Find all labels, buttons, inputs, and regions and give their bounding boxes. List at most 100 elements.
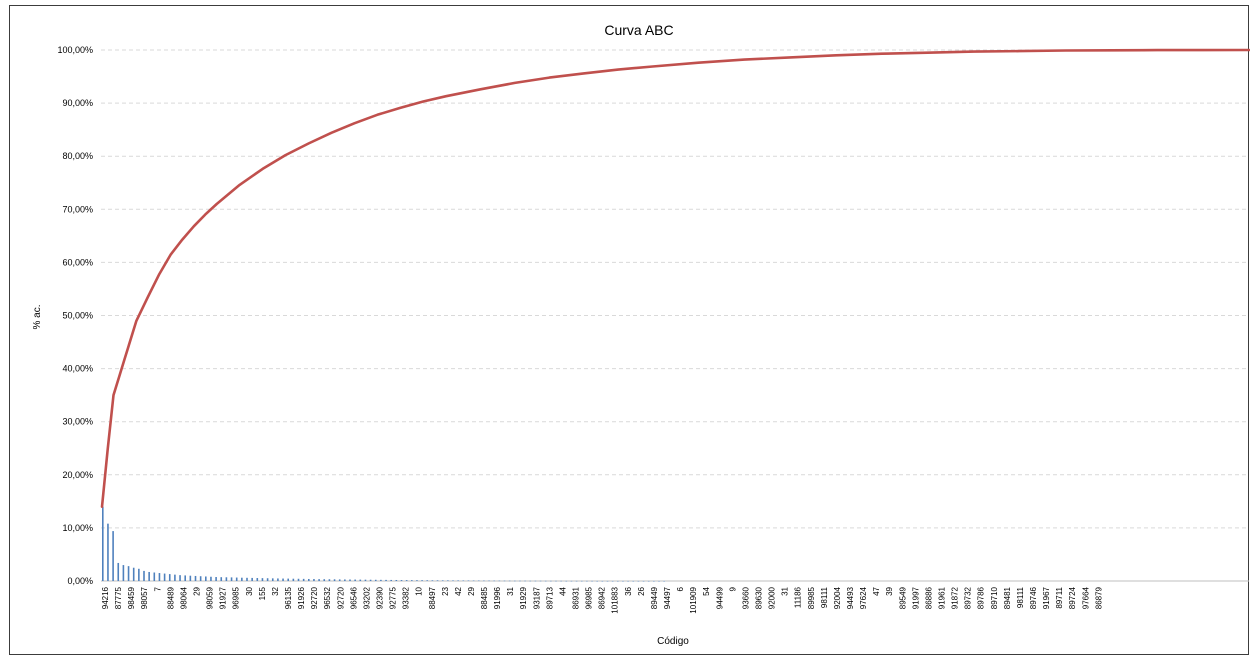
bar <box>503 580 506 582</box>
y-tick-label: 90,00% <box>62 98 93 108</box>
bar <box>235 577 238 581</box>
x-tick-label: 92390 <box>376 586 385 609</box>
bar <box>174 574 176 581</box>
x-tick-label: 92775 <box>389 586 398 609</box>
y-axis-title: % ac. <box>32 304 43 329</box>
bar <box>344 579 346 581</box>
bar <box>158 573 161 581</box>
bar <box>441 580 444 581</box>
bar <box>369 579 372 581</box>
bar <box>663 580 665 582</box>
x-tick-label: 93660 <box>741 586 750 609</box>
bar <box>658 580 660 582</box>
x-tick-label: 42 <box>454 586 463 595</box>
bar <box>390 579 392 581</box>
y-tick-label: 0,00% <box>67 576 93 586</box>
x-tick-label: 89449 <box>650 586 659 609</box>
bar <box>534 580 537 582</box>
x-tick-label: 98111 <box>1016 586 1025 608</box>
bar <box>261 578 264 581</box>
x-tick-label: 92000 <box>768 586 777 609</box>
y-tick-label: 100,00% <box>57 45 93 55</box>
bar <box>205 576 207 581</box>
bar <box>127 566 130 581</box>
x-tick-label: 89711 <box>1055 586 1064 608</box>
x-tick-label: 44 <box>559 586 568 595</box>
bar <box>472 580 475 582</box>
bar <box>271 578 274 581</box>
bar <box>508 580 511 582</box>
bar <box>277 578 279 581</box>
x-tick-label: 89713 <box>545 586 554 609</box>
x-tick-label: 93187 <box>532 586 541 609</box>
x-tick-label: 86886 <box>924 586 933 609</box>
bar <box>411 580 413 581</box>
cumulative-line-series <box>100 48 1250 509</box>
bar <box>297 578 300 581</box>
x-tick-label: 11186 <box>794 586 803 608</box>
bar <box>215 577 217 581</box>
x-tick-label: 9 <box>728 586 737 591</box>
bar <box>622 580 624 582</box>
x-tick-label: 89630 <box>755 586 764 609</box>
chart-frame: Curva ABC 0,00% 10,00% 20,00% 30,00% 40,00% 5… <box>9 5 1250 655</box>
x-tick-label: 26 <box>637 586 646 595</box>
bar <box>292 578 295 581</box>
x-tick-label: 98459 <box>127 586 136 609</box>
bar <box>153 572 156 581</box>
bar <box>313 579 315 581</box>
bar <box>266 578 269 581</box>
bar <box>416 580 418 581</box>
x-tick-label: 96985 <box>585 586 594 609</box>
bar <box>400 580 403 581</box>
bar <box>364 579 367 581</box>
bar <box>617 580 619 582</box>
bar <box>611 580 614 582</box>
bar <box>194 575 197 581</box>
bar <box>251 577 253 581</box>
x-tick-label: 94493 <box>846 586 855 609</box>
x-tick-label: 96985 <box>232 586 241 609</box>
bar <box>570 580 573 582</box>
x-tick-label: 87775 <box>114 586 123 609</box>
x-tick-label: 91872 <box>951 586 960 609</box>
x-axis-title: Código <box>657 636 689 647</box>
bar <box>112 531 114 581</box>
x-tick-label: 31 <box>506 586 515 595</box>
bar <box>395 579 398 581</box>
x-tick-label: 96546 <box>349 586 358 609</box>
gridlines <box>101 49 1249 582</box>
x-tick-label: 89724 <box>1068 586 1077 609</box>
bar-series <box>102 506 665 582</box>
x-tick-label: 92720 <box>310 586 319 609</box>
bar <box>627 580 629 582</box>
x-tick-label: 89710 <box>990 586 999 609</box>
bar <box>102 506 104 581</box>
y-axis-ticks: 0,00% 10,00% 20,00% 30,00% 40,00% 50,00% 60,00… <box>57 45 93 586</box>
x-tick-label: 91961 <box>938 586 947 609</box>
bar <box>117 562 120 581</box>
bar <box>447 580 449 581</box>
bar <box>349 579 351 581</box>
x-tick-label: 98059 <box>206 586 215 609</box>
x-tick-label: 30 <box>245 586 254 595</box>
x-tick-label: 23 <box>441 586 450 595</box>
bar <box>586 580 588 582</box>
x-tick-label: 91996 <box>493 586 502 609</box>
bar <box>483 580 485 582</box>
bar <box>436 580 439 581</box>
bar <box>246 577 248 581</box>
x-tick-label: 94216 <box>101 586 110 609</box>
bar <box>647 580 650 582</box>
x-tick-label: 86942 <box>598 586 607 609</box>
bar <box>168 574 171 581</box>
x-tick-label: 7 <box>153 586 162 591</box>
bar <box>132 567 135 581</box>
x-tick-label: 91997 <box>911 586 920 609</box>
x-tick-label: 29 <box>193 586 202 595</box>
x-tick-label: 86879 <box>1094 586 1103 609</box>
x-tick-label: 89985 <box>807 586 816 609</box>
x-tick-label: 92004 <box>833 586 842 609</box>
bar <box>359 579 362 581</box>
bar <box>385 579 387 581</box>
